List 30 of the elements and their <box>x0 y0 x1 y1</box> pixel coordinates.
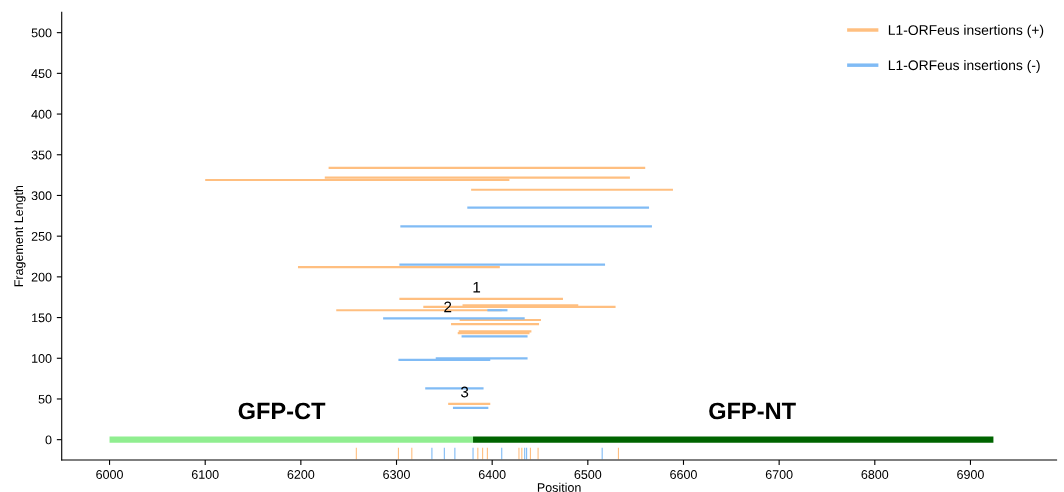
annotation: 2 <box>444 301 452 313</box>
annotation: 1 <box>473 281 481 293</box>
x-tick-label: 6800 <box>861 470 889 479</box>
x-tick-label: 6700 <box>765 470 793 479</box>
y-tick-label: 100 <box>32 354 52 363</box>
annotation: 3 <box>460 386 469 398</box>
y-tick-label: 50 <box>38 394 52 404</box>
x-axis-title: Position <box>537 482 581 492</box>
y-tick-label: 200 <box>31 272 52 282</box>
y-tick-label: 250 <box>31 231 52 241</box>
x-tick-label: 6500 <box>574 470 602 479</box>
y-tick-label: 500 <box>31 28 52 38</box>
x-tick-label: 6600 <box>670 470 697 479</box>
y-tick-label: 350 <box>31 150 52 160</box>
legend-label: L1-ORFeus insertions (+) <box>888 24 1044 38</box>
x-tick-label: 6200 <box>287 470 315 479</box>
x-tick-label: 6000 <box>96 470 123 479</box>
annotation: GFP-CT <box>238 402 326 420</box>
annotation: GFP-NT <box>709 402 796 420</box>
y-tick-label: 450 <box>31 69 52 79</box>
y-tick-label: 300 <box>31 191 52 201</box>
x-tick-label: 6900 <box>957 470 984 479</box>
x-tick-label: 6300 <box>383 470 410 479</box>
x-tick-label: 6100 <box>191 470 219 479</box>
y-tick-label: 400 <box>31 109 52 119</box>
legend-label: L1-ORFeus insertions (-) <box>888 59 1040 73</box>
x-tick-label: 6400 <box>478 470 506 479</box>
y-tick-label: 0 <box>45 435 52 445</box>
y-tick-label: 150 <box>32 313 52 323</box>
y-axis-title: Fragement Length <box>13 185 26 287</box>
